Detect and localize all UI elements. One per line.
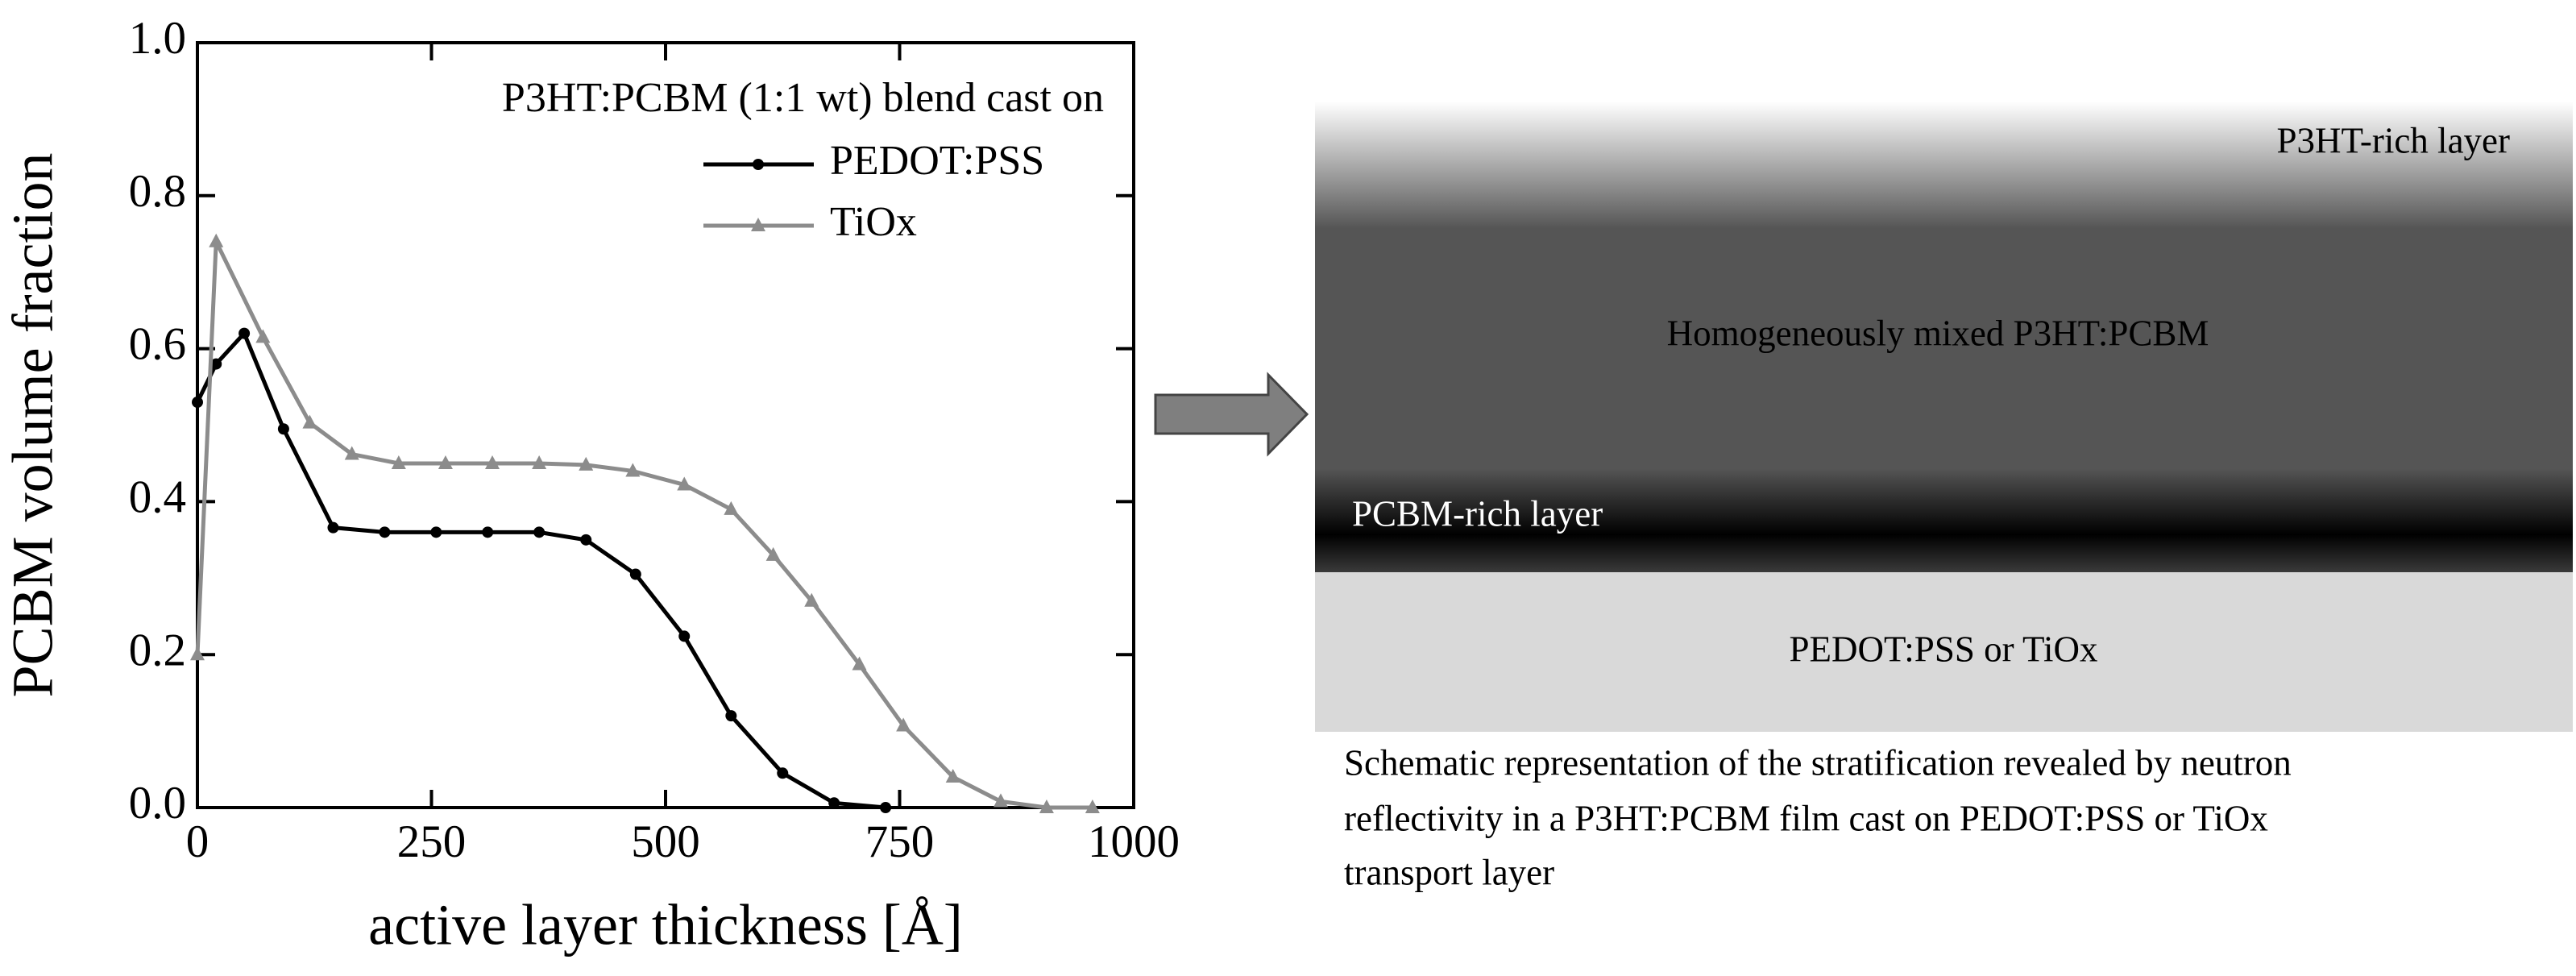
data-point: [192, 397, 203, 409]
data-point: [945, 769, 960, 783]
substrate-layer: [1315, 572, 2573, 732]
data-point: [678, 630, 691, 642]
layer-label: PEDOT:PSS or TiOx: [1790, 629, 2098, 669]
x-tick-label: 250: [397, 816, 467, 867]
data-point: [625, 463, 641, 477]
legend-title: P3HT:PCBM (1:1 wt) blend cast on: [502, 75, 1104, 121]
data-point: [532, 455, 547, 469]
data-point: [724, 500, 739, 515]
data-point: [765, 546, 781, 561]
data-point: [482, 526, 494, 538]
y-tick-label: 0.6: [129, 319, 186, 370]
data-point: [896, 717, 911, 732]
data-point: [391, 455, 406, 469]
layer-label: P3HT-rich layer: [2276, 120, 2510, 160]
y-tick-label: 0.8: [129, 166, 186, 217]
data-point: [533, 526, 545, 538]
data-point: [804, 592, 819, 607]
film-layers: [1315, 102, 2573, 572]
data-point: [1085, 799, 1100, 813]
legend-label: TiOx: [830, 199, 917, 245]
layer-label: Homogeneously mixed P3HT:PCBM: [1667, 313, 2209, 353]
y-tick-label: 0.4: [129, 471, 186, 522]
data-point: [344, 446, 359, 460]
caption: reflectivity in a P3HT:PCBM film cast on…: [1344, 798, 2268, 838]
layer-label: PCBM-rich layer: [1352, 493, 1603, 534]
data-point: [579, 456, 594, 471]
data-point: [993, 793, 1008, 808]
data-point: [629, 568, 641, 580]
y-tick-label: 1.0: [129, 13, 186, 64]
legend-label: PEDOT:PSS: [830, 138, 1044, 184]
x-axis-label: active layer thickness [Å]: [368, 893, 963, 957]
data-point: [327, 521, 339, 534]
caption: transport layer: [1344, 852, 1554, 892]
data-point: [438, 455, 453, 469]
x-tick-label: 0: [186, 816, 209, 867]
y-tick-label: 0.0: [129, 778, 186, 829]
data-point: [277, 423, 289, 435]
arrow: [1154, 372, 1309, 457]
caption: Schematic representation of the stratifi…: [1344, 742, 2292, 783]
data-point: [828, 797, 840, 809]
series-line: [195, 330, 886, 810]
y-tick-label: 0.2: [129, 625, 186, 675]
y-axis-label: PCBM volume fraction: [1, 153, 65, 698]
data-point: [302, 414, 317, 429]
x-tick-label: 500: [631, 816, 700, 867]
data-point: [255, 329, 271, 343]
x-tick-label: 1000: [1088, 816, 1180, 867]
data-point: [880, 802, 892, 813]
data-point: [210, 358, 222, 370]
data-point: [777, 767, 789, 779]
data-point: [430, 526, 442, 538]
data-point: [485, 455, 500, 469]
data-point: [580, 534, 592, 546]
plot: 0 250 500 750 1000 0.0 0.2 0.4 0.6 0.8 1.0 active l…: [1, 13, 1180, 957]
data-point: [1039, 799, 1054, 813]
x-tick-label: 750: [865, 816, 935, 867]
data-point: [751, 218, 765, 231]
data-point: [852, 656, 867, 671]
data-point: [209, 233, 224, 247]
data-point: [753, 159, 764, 170]
data-point: [190, 646, 205, 661]
data-point: [379, 526, 391, 538]
data-point: [239, 327, 251, 339]
data-point: [725, 710, 737, 722]
data-point: [677, 476, 692, 491]
